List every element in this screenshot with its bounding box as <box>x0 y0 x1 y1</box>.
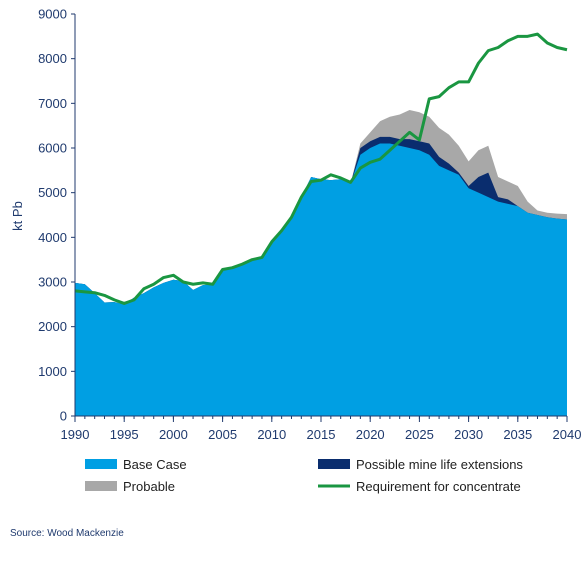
line-requirement-for-concentrate <box>74 32 568 305</box>
y-tick-label: 0 <box>60 409 67 424</box>
x-tick-label: 2040 <box>553 427 582 442</box>
x-tick-label: 2020 <box>356 427 385 442</box>
x-tick-label: 2010 <box>257 427 286 442</box>
legend-swatch-base-case <box>85 459 117 469</box>
chart: 0 1000 2000 3000 4000 5000 6000 7000 8000 9000 19… <box>10 7 582 495</box>
y-axis-label: kt Pb <box>10 201 25 231</box>
area-base-case <box>75 143 567 416</box>
legend-swatch-possible-mine-life-extensions <box>318 459 350 469</box>
legend-swatch-probable <box>85 481 117 491</box>
y-tick-labels: 0 1000 2000 3000 4000 5000 6000 7000 8000 9000 <box>38 7 67 424</box>
legend-label-requirement-for-concentrate: Requirement for concentrate <box>356 479 521 494</box>
chart-axes <box>71 13 568 422</box>
x-tick-label: 2015 <box>307 427 336 442</box>
x-tick-label: 2000 <box>159 427 188 442</box>
legend-label-probable: Probable <box>123 479 175 494</box>
y-tick-label: 5000 <box>38 185 67 200</box>
x-tick-label: 2035 <box>503 427 532 442</box>
x-tick-label: 2030 <box>454 427 483 442</box>
x-tick-label: 1995 <box>110 427 139 442</box>
y-tick-label: 6000 <box>38 141 67 156</box>
x-tick-labels: 1990 1995 2000 2005 2010 2015 2020 2025 2030 2035… <box>61 427 582 442</box>
x-tick-label: 2005 <box>208 427 237 442</box>
y-tick-label: 9000 <box>38 7 67 22</box>
y-tick-label: 4000 <box>38 230 67 245</box>
legend-label-base-case: Base Case <box>123 457 187 472</box>
y-tick-label: 2000 <box>38 319 67 334</box>
x-tick-label: 1990 <box>61 427 90 442</box>
x-tick-label: 2025 <box>405 427 434 442</box>
legend-label-possible-mine-life-extensions: Possible mine life extensions <box>356 457 523 472</box>
y-tick-label: 7000 <box>38 96 67 111</box>
y-tick-label: 8000 <box>38 51 67 66</box>
y-tick-label: 1000 <box>38 364 67 379</box>
source-note: Source: Wood Mackenzie <box>10 528 124 539</box>
chart-areas <box>75 110 567 416</box>
legend: Base Case Possible mine life extensions Pr… <box>85 457 523 494</box>
y-tick-label: 3000 <box>38 275 67 290</box>
chart-line <box>74 32 568 305</box>
